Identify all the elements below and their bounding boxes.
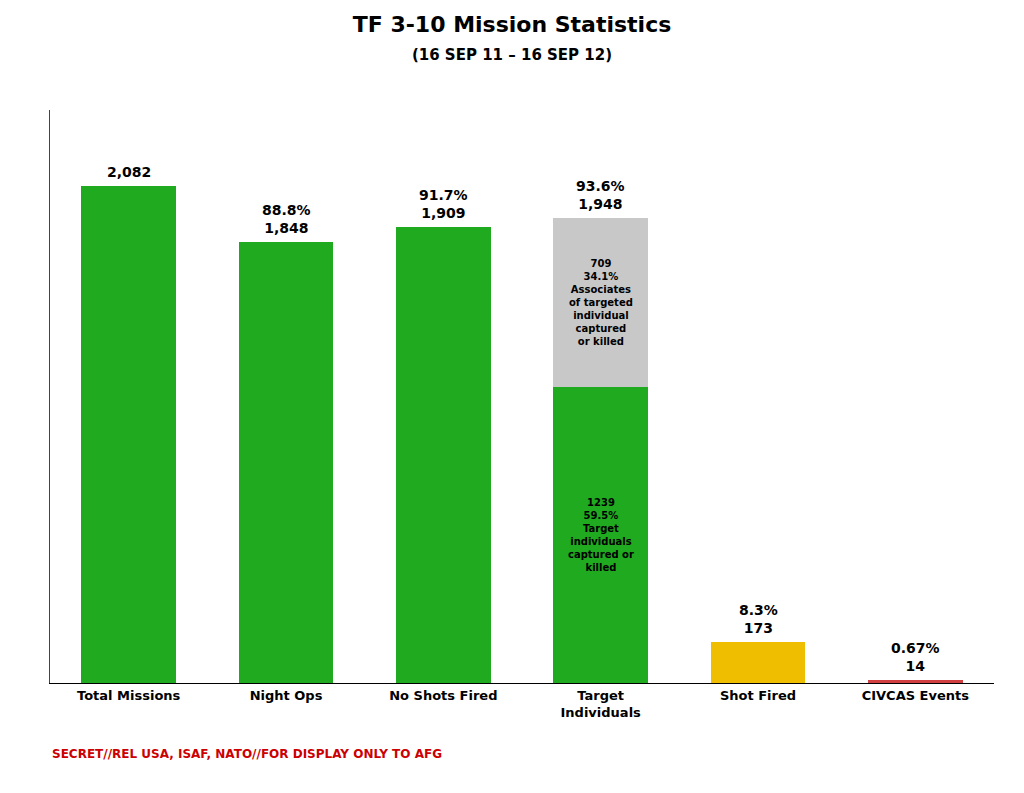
svg-text:0.67%14: 0.67%14 [891, 640, 940, 674]
svg-text:91.7%1,909: 91.7%1,909 [419, 187, 468, 221]
svg-text:SECRET//REL USA, ISAF, NATO//F: SECRET//REL USA, ISAF, NATO//FOR DISPLAY… [52, 747, 442, 761]
svg-text:TF 3-10 Mission Statistics(16: TF 3-10 Mission Statistics(16 SEP 11 – 1… [353, 12, 672, 65]
svg-text:Night Ops: Night Ops [250, 688, 323, 703]
svg-text:TargetIndividuals: TargetIndividuals [561, 688, 642, 720]
svg-text:88.8%1,848: 88.8%1,848 [262, 202, 311, 236]
svg-text:Shot Fired: Shot Fired [720, 688, 796, 703]
svg-text:93.6%1,948: 93.6%1,948 [576, 178, 625, 212]
svg-text:8.3%173: 8.3%173 [739, 602, 778, 636]
svg-text:2,082: 2,082 [107, 164, 151, 180]
svg-text:No Shots Fired: No Shots Fired [389, 688, 497, 703]
svg-text:123959.5%Targetindividualscapt: 123959.5%Targetindividualscaptured orkil… [568, 497, 634, 573]
svg-text:CIVCAS Events: CIVCAS Events [862, 688, 970, 703]
svg-text:70934.1%Associatesof targetedi: 70934.1%Associatesof targetedindividualc… [569, 258, 633, 347]
svg-text:Total Missions: Total Missions [77, 688, 181, 703]
